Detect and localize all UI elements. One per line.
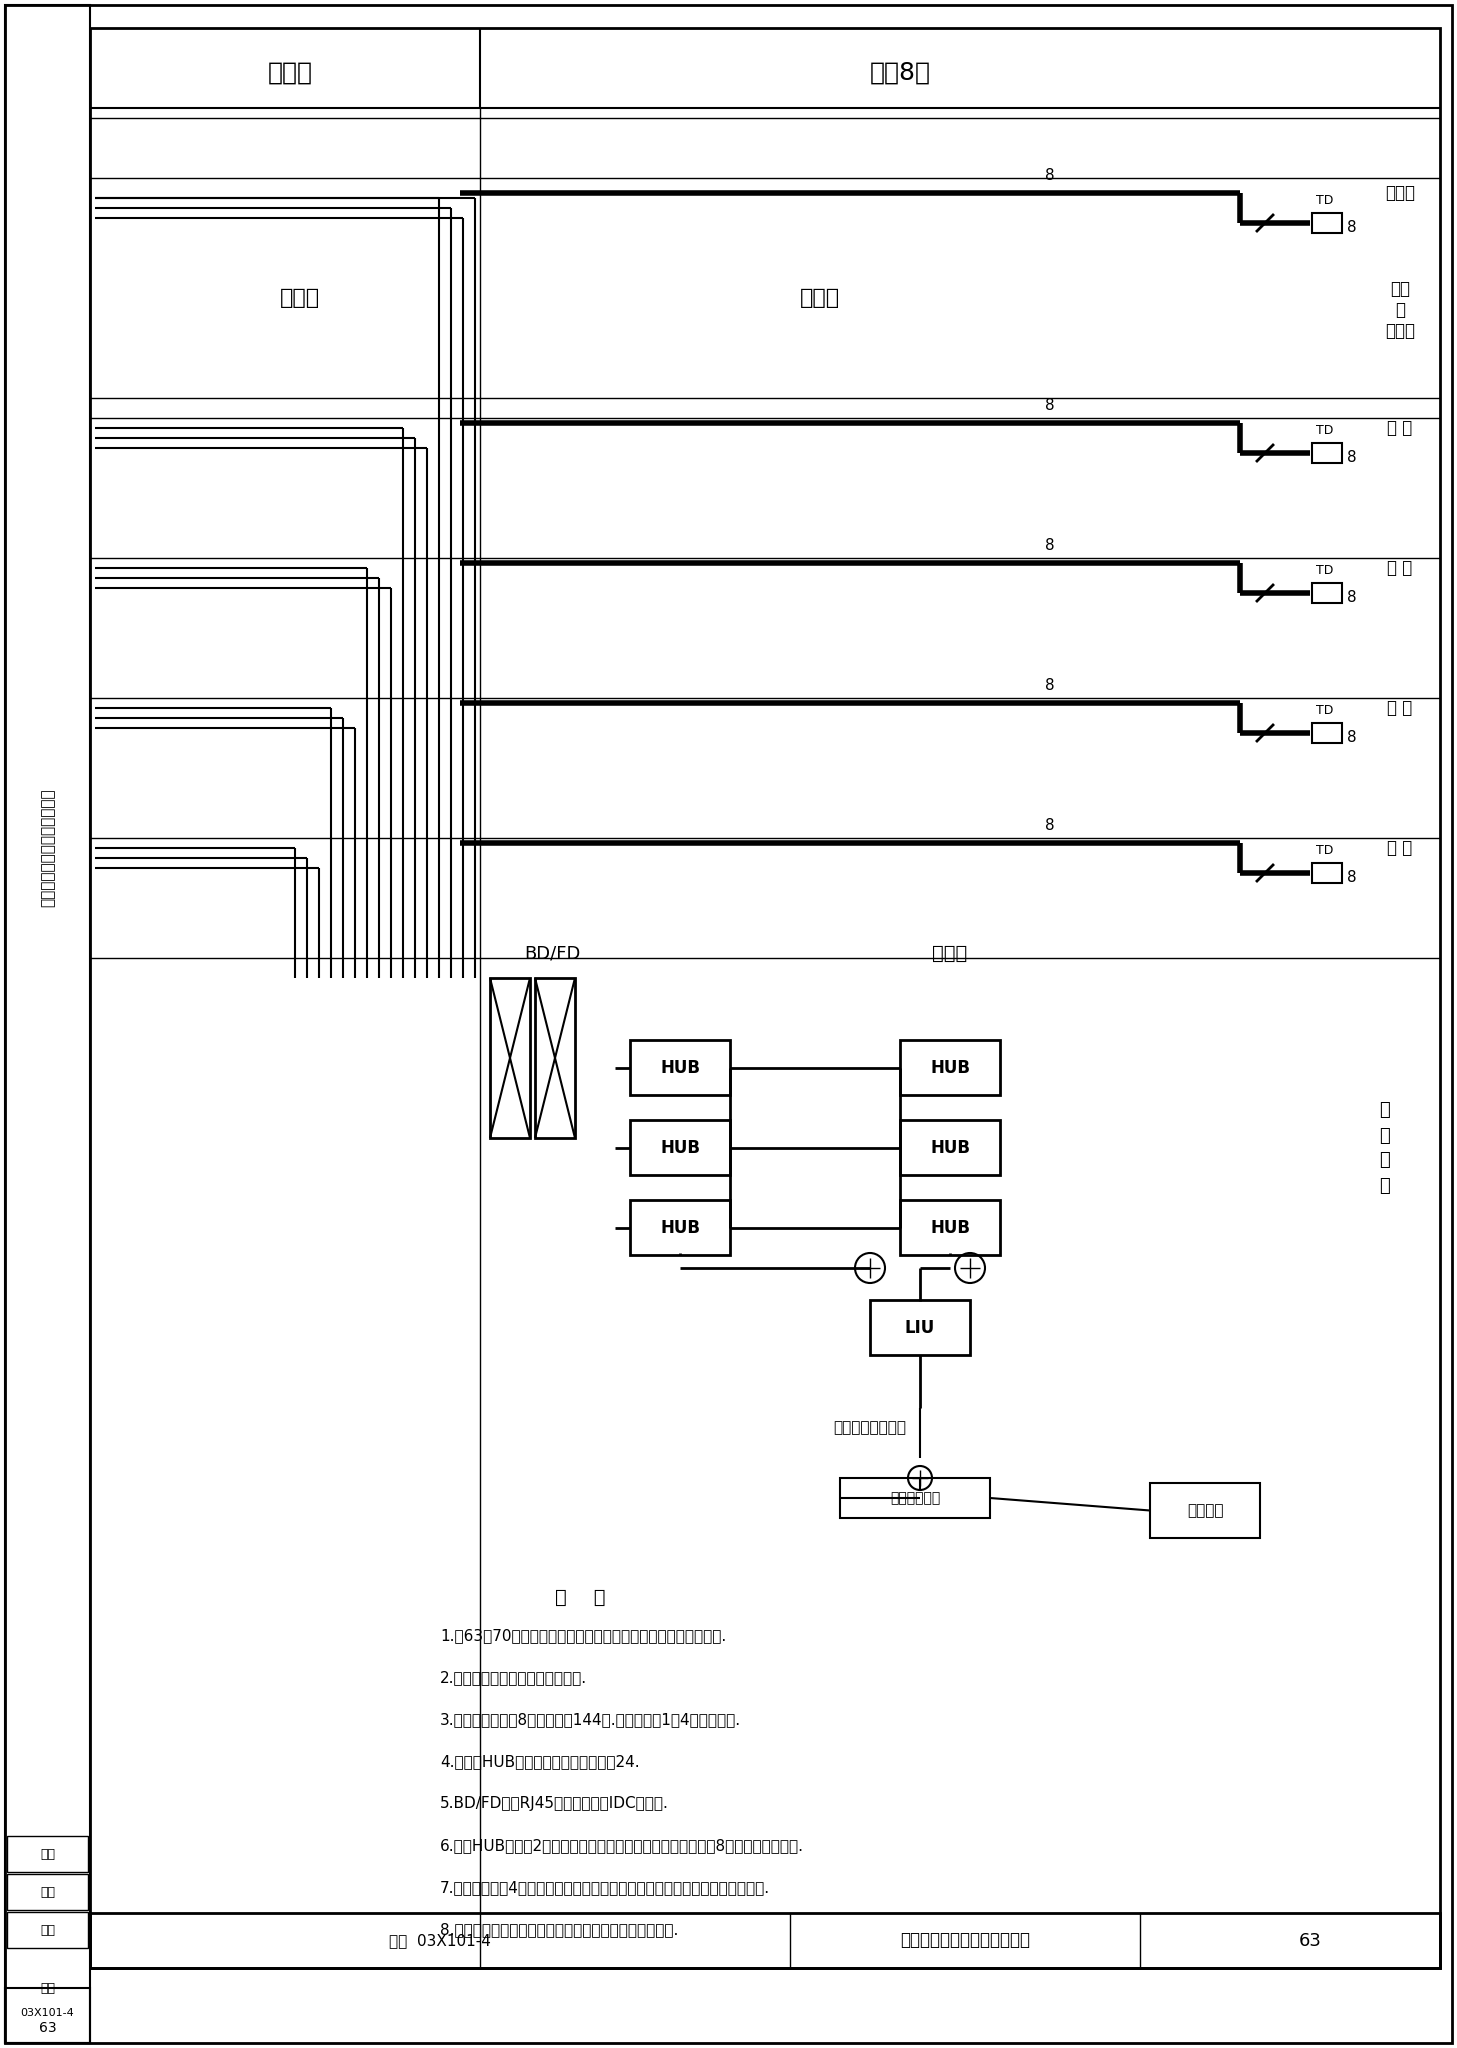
Text: 同四层: 同四层 [800, 289, 841, 307]
Bar [900, 1200, 1000, 1255]
Text: 四 层: 四 层 [1387, 420, 1413, 436]
Text: 4.集线器HUB（或交换机）的端口数为24.: 4.集线器HUB（或交换机）的端口数为24. [440, 1753, 640, 1769]
Text: 03X101-4: 03X101-4 [20, 2007, 74, 2017]
Bar [1311, 213, 1342, 233]
Bar [1150, 1483, 1260, 1538]
Bar [490, 979, 530, 1139]
Bar [7, 1835, 87, 1872]
Bar [900, 1120, 1000, 1176]
Text: 综合布线系统工程设计（二）: 综合布线系统工程设计（二） [39, 788, 55, 907]
Text: TD: TD [1316, 565, 1333, 578]
Text: 图号  03X101-4: 图号 03X101-4 [389, 1933, 491, 1948]
Text: TD: TD [1316, 424, 1333, 438]
Text: 三 层: 三 层 [1387, 559, 1413, 578]
Bar [629, 1040, 730, 1096]
Text: 3.本系统图按每层8户考虑，共144户.为每户提供1板4对对绞电缆.: 3.本系统图按每层8户考虑，共144户.为每户提供1板4对对绞电缆. [440, 1712, 742, 1726]
Text: 校对: 校对 [39, 1886, 55, 1898]
Text: TD: TD [1316, 195, 1333, 207]
Text: 1.第63～70页提供了多种高层住宅综合布线系统方案，仅供参考.: 1.第63～70页提供了多种高层住宅综合布线系统方案，仅供参考. [440, 1628, 726, 1642]
Text: 7.线路的标注为4对对绞电缆的根数，电缆保护管的类型及规格由工程设计确定.: 7.线路的标注为4对对绞电缆的根数，电缆保护管的类型及规格由工程设计确定. [440, 1880, 771, 1894]
Text: HUB: HUB [930, 1139, 970, 1157]
Text: 63: 63 [39, 2021, 57, 2036]
Text: 楼前手孔: 楼前手孔 [1187, 1503, 1224, 1518]
Text: TD: TD [1316, 705, 1333, 717]
Text: HUB: HUB [660, 1059, 699, 1077]
Text: 8: 8 [1045, 817, 1055, 831]
Text: 弱电间: 弱电间 [268, 61, 312, 86]
Bar [1311, 723, 1342, 743]
Bar [7, 1913, 87, 1948]
Bar [535, 979, 576, 1139]
Text: 地
下
一
层: 地 下 一 层 [1380, 1102, 1390, 1194]
Text: 光缆（小区引来）: 光缆（小区引来） [833, 1421, 906, 1436]
Text: 8: 8 [1348, 870, 1356, 885]
Text: 五层
至
十七层: 五层 至 十七层 [1386, 281, 1415, 340]
Text: 综合布线系统工程设计（二）: 综合布线系统工程设计（二） [900, 1931, 1030, 1950]
Text: 8: 8 [1348, 590, 1356, 606]
Bar [7, 1874, 87, 1911]
Text: 8: 8 [1045, 537, 1055, 553]
Text: 8: 8 [1045, 397, 1055, 412]
Text: 设备间: 设备间 [932, 944, 967, 963]
Text: HUB: HUB [660, 1219, 699, 1237]
Text: 每层8户: 每层8户 [870, 61, 931, 86]
Text: TD: TD [1316, 844, 1333, 858]
Text: 说    明: 说 明 [555, 1587, 605, 1608]
Text: 二 层: 二 层 [1387, 698, 1413, 717]
Text: BD/FD: BD/FD [525, 944, 581, 963]
Text: 小区通信管道: 小区通信管道 [890, 1491, 940, 1505]
Bar [1311, 442, 1342, 463]
Text: 8: 8 [1348, 451, 1356, 465]
Text: 制图: 制图 [39, 1847, 55, 1860]
Text: HUB: HUB [930, 1219, 970, 1237]
Text: HUB: HUB [930, 1059, 970, 1077]
Text: 一 层: 一 层 [1387, 840, 1413, 856]
Text: 2.本图为支持数据的综合布线系统.: 2.本图为支持数据的综合布线系统. [440, 1669, 587, 1686]
Text: 8: 8 [1348, 731, 1356, 745]
Bar [870, 1300, 970, 1356]
Bar [90, 1913, 1440, 1968]
Text: 8.系统图（二）至（六）只提供系统图方案，未配平面图.: 8.系统图（二）至（六）只提供系统图方案，未配平面图. [440, 1921, 679, 1937]
Text: 同四层: 同四层 [280, 289, 321, 307]
Text: 6.每个HUB群应按2芯多模或单模光纤配置，小区为本建筑提供8芯多模或单模光纤.: 6.每个HUB群应按2芯多模或单模光纤配置，小区为本建筑提供8芯多模或单模光纤. [440, 1837, 804, 1853]
Text: 5.BD/FD采用RJ45模块配线架或IDC配线架.: 5.BD/FD采用RJ45模块配线架或IDC配线架. [440, 1796, 669, 1810]
Bar [629, 1120, 730, 1176]
Text: HUB: HUB [660, 1139, 699, 1157]
Text: 十八层: 十八层 [1386, 184, 1415, 203]
Text: 8: 8 [1045, 678, 1055, 692]
Bar [1311, 862, 1342, 883]
Text: 8: 8 [1348, 221, 1356, 236]
Text: LIU: LIU [905, 1319, 935, 1337]
Bar [629, 1200, 730, 1255]
Text: 63: 63 [1298, 1931, 1321, 1950]
Text: 审核: 审核 [39, 1923, 55, 1937]
Text: 8: 8 [1045, 168, 1055, 182]
Bar [900, 1040, 1000, 1096]
Bar [1311, 584, 1342, 602]
Text: 图号: 图号 [39, 1982, 55, 1995]
Bar [841, 1479, 989, 1518]
Bar [4, 4, 90, 2044]
Bar [4, 1989, 90, 2044]
